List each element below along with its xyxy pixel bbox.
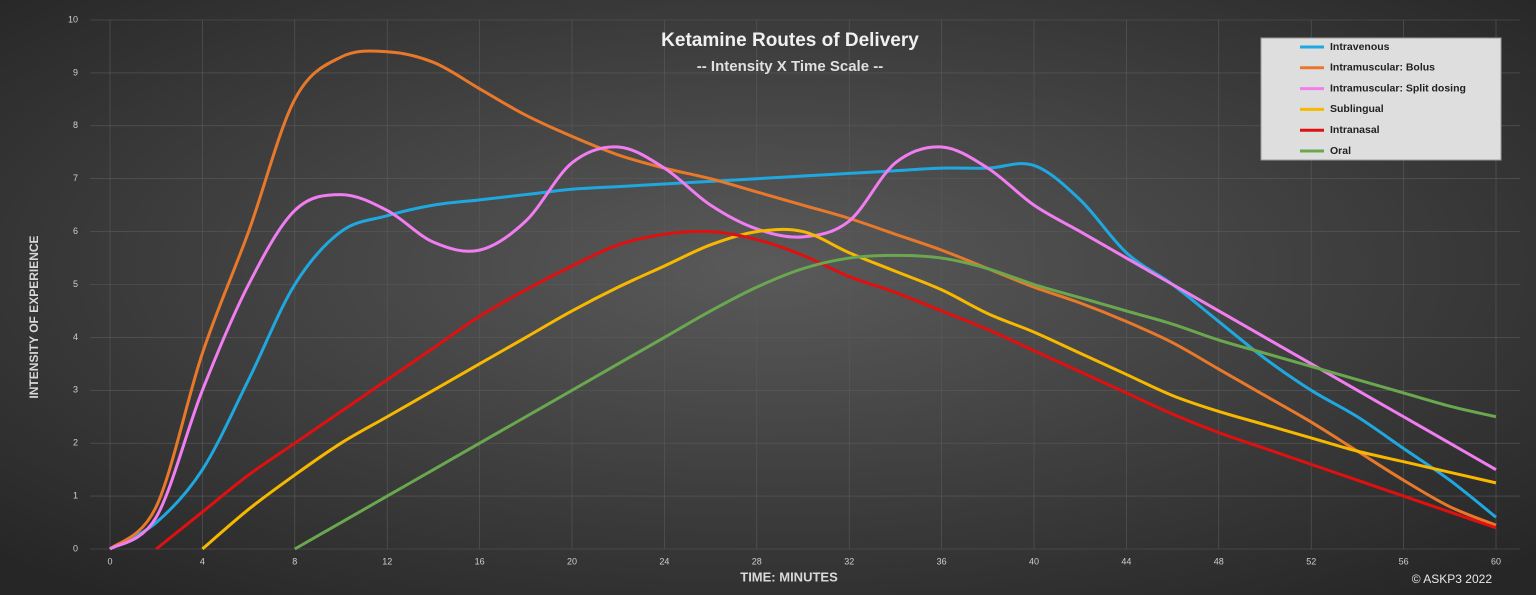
legend-label: Intramuscular: Bolus bbox=[1330, 62, 1435, 74]
series-line bbox=[201, 227, 1497, 551]
plot-area bbox=[108, 49, 1497, 551]
series-line bbox=[109, 145, 1497, 551]
y-tick-label: 2 bbox=[73, 438, 78, 448]
legend-label: Intravenous bbox=[1330, 41, 1390, 53]
x-axis-label: TIME: MINUTES bbox=[740, 569, 838, 584]
legend-label: Sublingual bbox=[1330, 103, 1384, 115]
x-tick-label: 24 bbox=[659, 556, 669, 566]
x-tick-label: 0 bbox=[107, 556, 112, 566]
x-tick-label: 8 bbox=[292, 556, 297, 566]
y-tick-label: 7 bbox=[73, 173, 78, 183]
legend: Intravenous Intramuscular: Bolus Intramusc… bbox=[1260, 37, 1502, 161]
copyright: © ASKP3 2022 bbox=[1412, 572, 1493, 586]
x-tick-label: 36 bbox=[937, 556, 947, 566]
x-tick-label: 28 bbox=[752, 556, 762, 566]
x-tick-label: 12 bbox=[382, 556, 392, 566]
legend-label: Oral bbox=[1330, 145, 1351, 157]
y-tick-label: 8 bbox=[73, 120, 78, 130]
x-tick-label: 56 bbox=[1399, 556, 1409, 566]
chart-title: Ketamine Routes of Delivery bbox=[661, 30, 919, 51]
x-tick-label: 48 bbox=[1214, 556, 1224, 566]
chart-subtitle: -- Intensity X Time Scale -- bbox=[697, 58, 883, 75]
x-tick-label: 60 bbox=[1491, 556, 1501, 566]
x-tick-label: 44 bbox=[1121, 556, 1131, 566]
x-tick-label: 20 bbox=[567, 556, 577, 566]
series-line bbox=[109, 162, 1497, 551]
y-tick-label: 3 bbox=[73, 385, 78, 395]
legend-label: Intranasal bbox=[1330, 124, 1380, 136]
y-tick-label: 9 bbox=[73, 67, 78, 77]
x-tick-label: 40 bbox=[1029, 556, 1039, 566]
series-line bbox=[294, 253, 1497, 551]
y-tick-label: 0 bbox=[73, 543, 78, 553]
y-axis-label: INTENSITY OF EXPERIENCE bbox=[27, 235, 41, 398]
legend-box bbox=[1260, 37, 1502, 161]
x-tick-label: 32 bbox=[844, 556, 854, 566]
x-tick-label: 52 bbox=[1306, 556, 1316, 566]
x-tick-label: 16 bbox=[475, 556, 485, 566]
x-tick-label: 4 bbox=[200, 556, 205, 566]
y-tick-label: 6 bbox=[73, 226, 78, 236]
y-tick-label: 1 bbox=[73, 490, 78, 500]
series-line bbox=[155, 229, 1497, 551]
legend-label: Intramuscular: Split dosing bbox=[1330, 82, 1466, 94]
series-line bbox=[108, 49, 1497, 551]
y-tick-label: 4 bbox=[73, 332, 78, 342]
y-tick-label: 10 bbox=[68, 14, 78, 24]
y-tick-label: 5 bbox=[73, 279, 78, 289]
